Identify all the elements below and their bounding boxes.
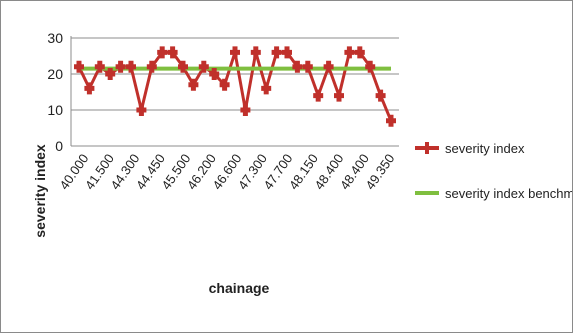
data-point-marker [292,60,303,73]
data-point-marker [198,60,209,73]
data-point-marker [323,60,334,73]
data-point-marker [74,60,84,73]
data-point-marker [188,78,199,91]
data-point-marker [115,60,126,73]
data-point-marker [105,68,116,80]
data-point-marker [261,82,272,95]
data-point-marker [209,68,220,80]
series-layer [77,50,393,122]
legend-label-benchmark: severity index benchmark [445,186,572,201]
marker-layer [74,46,396,127]
data-point-marker [302,60,313,73]
data-point-marker [178,60,188,73]
data-point-marker [271,46,282,59]
data-point-marker [157,46,168,59]
x-axis-title: chainage [209,280,270,296]
data-point-marker [84,82,95,95]
y-tick-label: 20 [47,66,63,82]
data-point-marker [240,104,251,116]
data-point-marker [136,104,147,116]
y-tick-label: 0 [55,138,63,154]
legend-item-severity-index: severity index [415,141,525,156]
legend: severity index severity index benchmark [415,141,572,201]
data-point-marker [146,60,157,73]
data-point-marker [219,78,230,91]
data-point-marker [167,46,178,59]
y-tick-label: 30 [47,30,63,46]
data-point-marker [313,89,324,102]
cross-marker-icon [423,142,431,154]
data-point-marker [230,46,240,59]
legend-label-severity-index: severity index [445,141,525,156]
data-point-marker [250,46,261,59]
data-point-marker [126,60,136,73]
data-point-marker [334,89,344,102]
data-point-marker [375,89,386,102]
data-point-marker [354,46,365,59]
y-tick-label: 10 [47,102,63,118]
data-point-marker [365,60,376,73]
data-point-marker [94,60,105,73]
data-point-marker [344,46,355,59]
y-axis-title: severity index [32,144,48,238]
severity-index-line [77,50,393,122]
data-point-marker [386,114,396,127]
data-point-marker [282,46,292,59]
legend-item-severity-index-benchmark: severity index benchmark [415,186,572,201]
